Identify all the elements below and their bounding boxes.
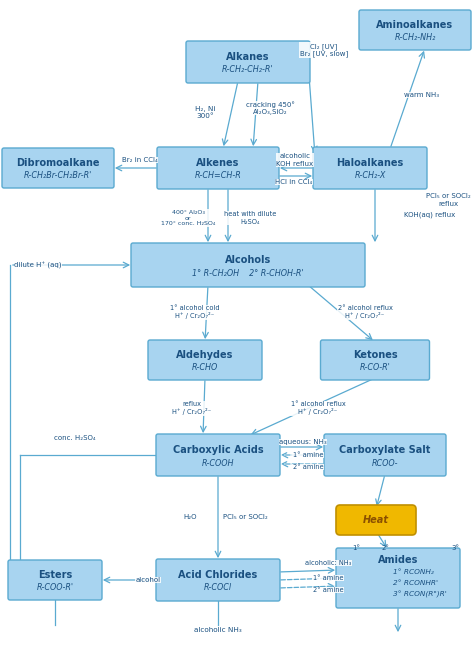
Text: R-CH=CH-R: R-CH=CH-R — [195, 171, 241, 181]
Text: 2° RCONHR': 2° RCONHR' — [393, 580, 438, 586]
Text: R-CH₂-X: R-CH₂-X — [354, 171, 386, 181]
Text: 1° alcohol reflux
H⁺ / Cr₂O₇²⁻: 1° alcohol reflux H⁺ / Cr₂O₇²⁻ — [291, 401, 346, 415]
Text: alcoholic
KOH reflux: alcoholic KOH reflux — [276, 153, 314, 166]
Text: 2° amine: 2° amine — [292, 464, 323, 470]
Text: 2° alcohol reflux
H⁺ / Cr₂O₇²⁻: 2° alcohol reflux H⁺ / Cr₂O₇²⁻ — [337, 305, 392, 319]
Text: Carboxylic Acids: Carboxylic Acids — [173, 445, 264, 455]
Text: dilute H⁺ (aq): dilute H⁺ (aq) — [14, 261, 62, 269]
Text: R-COOH: R-COOH — [202, 459, 234, 468]
Text: Acid Chlorides: Acid Chlorides — [178, 570, 258, 580]
Text: R-COCl: R-COCl — [204, 584, 232, 593]
FancyBboxPatch shape — [2, 148, 114, 188]
Text: RCOO-: RCOO- — [372, 459, 398, 468]
Text: PCl₅ or SOCl₂: PCl₅ or SOCl₂ — [223, 514, 267, 520]
Text: Dibromoalkane: Dibromoalkane — [16, 158, 100, 168]
FancyBboxPatch shape — [336, 548, 460, 608]
Text: Esters: Esters — [38, 570, 72, 580]
FancyBboxPatch shape — [131, 243, 365, 287]
FancyBboxPatch shape — [324, 434, 446, 476]
FancyBboxPatch shape — [313, 147, 427, 189]
FancyBboxPatch shape — [359, 10, 471, 50]
Text: H₂O: H₂O — [183, 514, 197, 520]
Text: reflux
H⁺ / Cr₂O₇²⁻: reflux H⁺ / Cr₂O₇²⁻ — [173, 401, 211, 415]
Text: Heat: Heat — [363, 515, 389, 525]
FancyBboxPatch shape — [186, 41, 310, 83]
Text: H₂, Ni
300°: H₂, Ni 300° — [195, 107, 215, 120]
Text: Alkenes: Alkenes — [196, 158, 240, 168]
Text: HCl in CCl₄: HCl in CCl₄ — [275, 179, 313, 185]
Text: 2° amine: 2° amine — [313, 587, 343, 593]
Text: Carboxylate Salt: Carboxylate Salt — [339, 445, 431, 455]
Text: Br₂ in CCl₄: Br₂ in CCl₄ — [122, 157, 158, 163]
Text: alcoholic NH₃: alcoholic NH₃ — [194, 627, 242, 633]
Text: 2°: 2° — [381, 545, 389, 551]
Text: Aminoalkanes: Aminoalkanes — [376, 20, 454, 30]
Text: KOH(aq) reflux: KOH(aq) reflux — [404, 212, 456, 218]
Text: Aldehydes: Aldehydes — [176, 350, 234, 360]
FancyBboxPatch shape — [8, 560, 102, 600]
Text: warm NH₃: warm NH₃ — [404, 92, 439, 98]
FancyBboxPatch shape — [156, 434, 280, 476]
Text: 400° Al₂O₃
or
170° conc. H₂SO₄: 400° Al₂O₃ or 170° conc. H₂SO₄ — [161, 210, 215, 226]
Text: Alcohols: Alcohols — [225, 255, 271, 265]
Text: Amides: Amides — [378, 555, 418, 565]
Text: heat with dilute
H₂SO₄: heat with dilute H₂SO₄ — [224, 212, 276, 225]
Text: PCl₅ or SOCl₂
reflux: PCl₅ or SOCl₂ reflux — [426, 193, 470, 206]
Text: R-CH₂-NH₂: R-CH₂-NH₂ — [394, 34, 436, 43]
Text: Ketones: Ketones — [353, 350, 397, 360]
Text: R-CO-R': R-CO-R' — [360, 364, 391, 373]
FancyBboxPatch shape — [157, 147, 279, 189]
FancyBboxPatch shape — [336, 505, 416, 535]
Text: R-CH₂Br-CH₂Br-R': R-CH₂Br-CH₂Br-R' — [24, 171, 92, 181]
Text: 1° amine: 1° amine — [293, 452, 323, 458]
Text: aqueous: NH₃: aqueous: NH₃ — [279, 439, 327, 445]
Text: 1° amine: 1° amine — [313, 575, 343, 581]
FancyBboxPatch shape — [156, 559, 280, 601]
Text: Cl₂ [UV]
Br₂ [UV, slow]: Cl₂ [UV] Br₂ [UV, slow] — [300, 43, 348, 57]
Text: alcohol: alcohol — [136, 577, 161, 583]
Text: 1°: 1° — [352, 545, 360, 551]
Text: cracking 450°
Al₂O₃,SiO₂: cracking 450° Al₂O₃,SiO₂ — [246, 101, 294, 115]
Text: 3°: 3° — [451, 545, 459, 551]
FancyBboxPatch shape — [320, 340, 429, 380]
Text: Alkanes: Alkanes — [226, 52, 270, 62]
Text: 1° alcohol cold
H⁺ / Cr₂O₇²⁻: 1° alcohol cold H⁺ / Cr₂O₇²⁻ — [170, 305, 220, 319]
Text: R-CH₂-CH₂-R': R-CH₂-CH₂-R' — [222, 65, 274, 74]
Text: 1° RCONH₂: 1° RCONH₂ — [393, 569, 434, 575]
FancyBboxPatch shape — [148, 340, 262, 380]
Text: R-COO-R': R-COO-R' — [36, 584, 73, 593]
Text: Haloalkanes: Haloalkanes — [337, 158, 404, 168]
Text: alcoholic: NH₃: alcoholic: NH₃ — [305, 560, 351, 566]
Text: 1° R-CH₂OH    2° R-CHOH-R': 1° R-CH₂OH 2° R-CHOH-R' — [192, 269, 304, 278]
Text: conc. H₂SO₄: conc. H₂SO₄ — [54, 435, 96, 441]
Text: R-CHO: R-CHO — [192, 364, 218, 373]
Text: 3° RCON(R")R': 3° RCON(R")R' — [393, 591, 447, 598]
